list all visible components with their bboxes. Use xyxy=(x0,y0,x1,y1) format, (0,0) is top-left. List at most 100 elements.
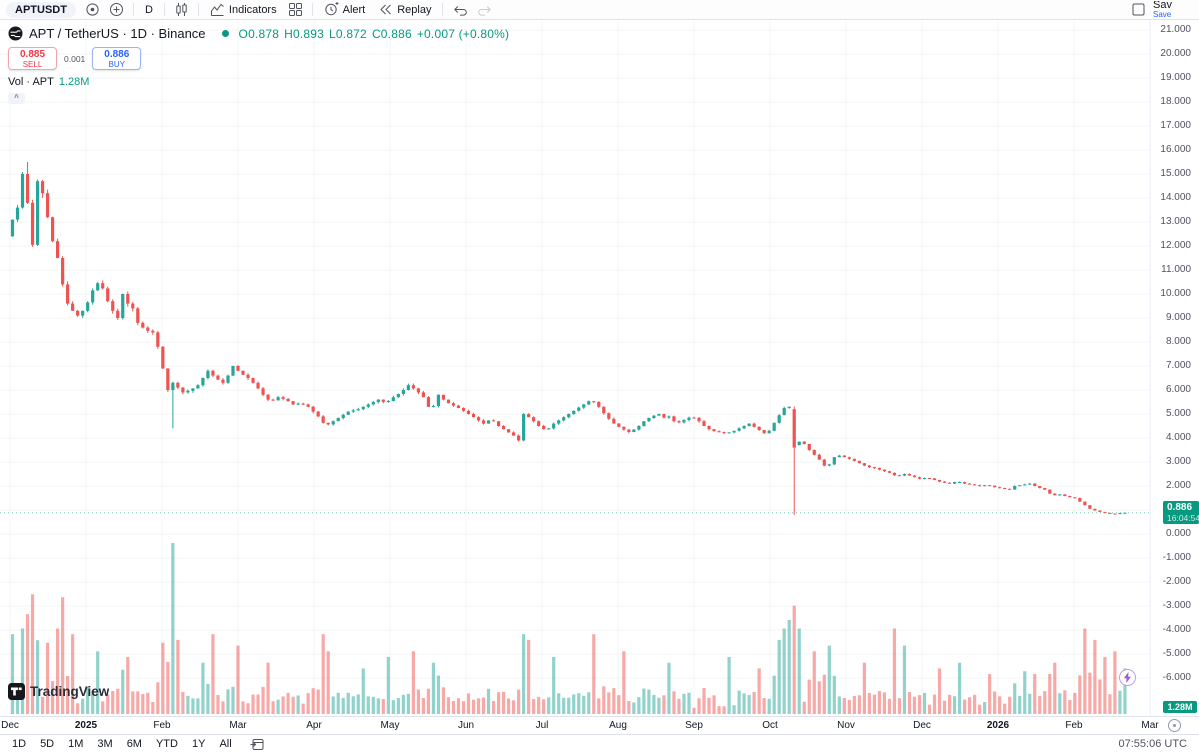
candle xyxy=(501,426,506,430)
range-button-1y[interactable]: 1Y xyxy=(191,738,206,750)
buy-button[interactable]: 0.886 BUY xyxy=(92,47,142,70)
volume-bar xyxy=(892,628,897,714)
candle xyxy=(86,302,90,311)
replay-button[interactable]: Replay xyxy=(376,2,433,18)
symbol-title[interactable]: APT / TetherUS · 1D · Binance xyxy=(29,26,206,41)
volume-bar xyxy=(772,675,776,714)
price-tick: 17.000 xyxy=(1160,120,1191,131)
candle xyxy=(847,457,851,459)
screenshot-icon[interactable] xyxy=(1132,3,1145,16)
volume-bar xyxy=(887,698,892,714)
candlestick-chart[interactable] xyxy=(0,20,1150,716)
volume-bar xyxy=(867,693,871,714)
price-tick: 9.000 xyxy=(1165,312,1191,323)
candle xyxy=(722,432,726,433)
range-button-3m[interactable]: 3M xyxy=(97,738,113,750)
volume-bar xyxy=(937,668,942,714)
candle xyxy=(572,410,576,414)
candle xyxy=(246,374,250,378)
range-button-1m[interactable]: 1M xyxy=(68,738,84,750)
undo-icon[interactable] xyxy=(452,3,468,16)
price-tick: 16.000 xyxy=(1160,144,1191,155)
compare-plus-icon[interactable] xyxy=(109,2,124,17)
volume-bar xyxy=(907,691,912,714)
symbol-search-button[interactable]: APTUSDT xyxy=(6,1,76,18)
layout-grid-icon[interactable] xyxy=(288,2,303,17)
save-label: Sav xyxy=(1153,0,1172,11)
candle xyxy=(532,417,536,422)
price-tick: 20.000 xyxy=(1160,48,1191,59)
volume-bar xyxy=(777,639,781,714)
price-tick: 18.000 xyxy=(1160,96,1191,107)
volume-bar xyxy=(30,594,35,714)
range-button-1d[interactable]: 1D xyxy=(12,738,27,750)
candle xyxy=(892,472,897,476)
candle xyxy=(597,402,601,407)
tradingview-logo[interactable]: TradingView xyxy=(8,683,109,700)
toolbar-separator xyxy=(163,3,165,16)
time-axis[interactable]: Dec 2025 Feb Mar Apr May Jun Jul Aug Sep Oct Nov Dec… xyxy=(0,716,1199,734)
volume-bar xyxy=(50,681,55,714)
candle xyxy=(466,410,471,414)
volume-bar xyxy=(562,697,566,714)
candle xyxy=(331,421,335,425)
price-tick: 6.000 xyxy=(1165,384,1191,395)
volume-bar xyxy=(71,634,75,714)
candle xyxy=(216,375,220,380)
save-button[interactable]: Sav Save xyxy=(1153,1,1193,19)
save-sub-label: Save xyxy=(1153,9,1172,19)
volume-bar xyxy=(1098,679,1102,714)
volume-bar xyxy=(391,700,395,714)
candle xyxy=(286,398,290,402)
volume-bar xyxy=(166,661,170,714)
candle xyxy=(617,423,621,427)
volume-bar xyxy=(66,675,70,714)
price-axis[interactable]: 0.886 16:04:54 1.28M 21.000 20.000 19.000 1… xyxy=(1150,20,1199,716)
range-button-all[interactable]: All xyxy=(219,738,232,750)
candle-style-icon[interactable] xyxy=(174,2,189,17)
candle xyxy=(677,421,681,423)
volume-bar xyxy=(902,645,907,714)
indicators-button[interactable]: Indicators xyxy=(208,2,279,18)
range-button-5d[interactable]: 5D xyxy=(40,738,55,750)
legend-collapse-chevron-icon[interactable]: ^ xyxy=(8,93,25,104)
alert-button[interactable]: Alert xyxy=(322,2,368,18)
candle xyxy=(542,426,546,430)
utc-clock[interactable]: 07:55:06 UTC xyxy=(1118,738,1187,750)
price-tick: -5.000 xyxy=(1162,648,1191,659)
candle xyxy=(101,283,105,289)
candle xyxy=(622,426,626,430)
interval-button[interactable]: D xyxy=(144,3,153,16)
volume-bar xyxy=(712,695,716,714)
volume-bar xyxy=(1083,628,1087,714)
range-button-ytd[interactable]: YTD xyxy=(155,738,178,750)
range-button-6m[interactable]: 6M xyxy=(126,738,142,750)
sell-price: 0.885 xyxy=(19,49,46,60)
candle xyxy=(842,455,846,458)
candle xyxy=(592,401,596,403)
market-status-dot[interactable] xyxy=(221,30,229,37)
candle xyxy=(321,416,325,423)
price-tick: 5.000 xyxy=(1165,408,1191,419)
candle xyxy=(411,385,415,389)
price-tick: 3.000 xyxy=(1165,456,1191,467)
sell-button[interactable]: 0.885 SELL xyxy=(8,47,57,70)
eye-icon[interactable] xyxy=(85,2,100,17)
candle xyxy=(877,468,882,470)
redo-icon[interactable] xyxy=(477,3,493,16)
volume-bar xyxy=(1078,675,1082,714)
candle xyxy=(316,411,320,417)
candle xyxy=(1038,486,1042,488)
volume-bar xyxy=(957,662,962,714)
volume-bar xyxy=(451,701,456,714)
quick-trade-lightning-button[interactable] xyxy=(1119,669,1136,686)
go-to-date-icon[interactable] xyxy=(250,738,264,751)
chart-plot-area[interactable]: APT / TetherUS · 1D · Binance O0.878 H0.8… xyxy=(0,20,1150,716)
candle xyxy=(1058,494,1062,496)
candle xyxy=(998,487,1002,489)
volume-bar xyxy=(331,696,335,714)
candle xyxy=(807,444,811,450)
volume-axis-badge: 1.28M xyxy=(1163,701,1197,713)
time-axis-settings-icon[interactable] xyxy=(1168,719,1181,732)
month-label: Feb xyxy=(1065,720,1083,731)
